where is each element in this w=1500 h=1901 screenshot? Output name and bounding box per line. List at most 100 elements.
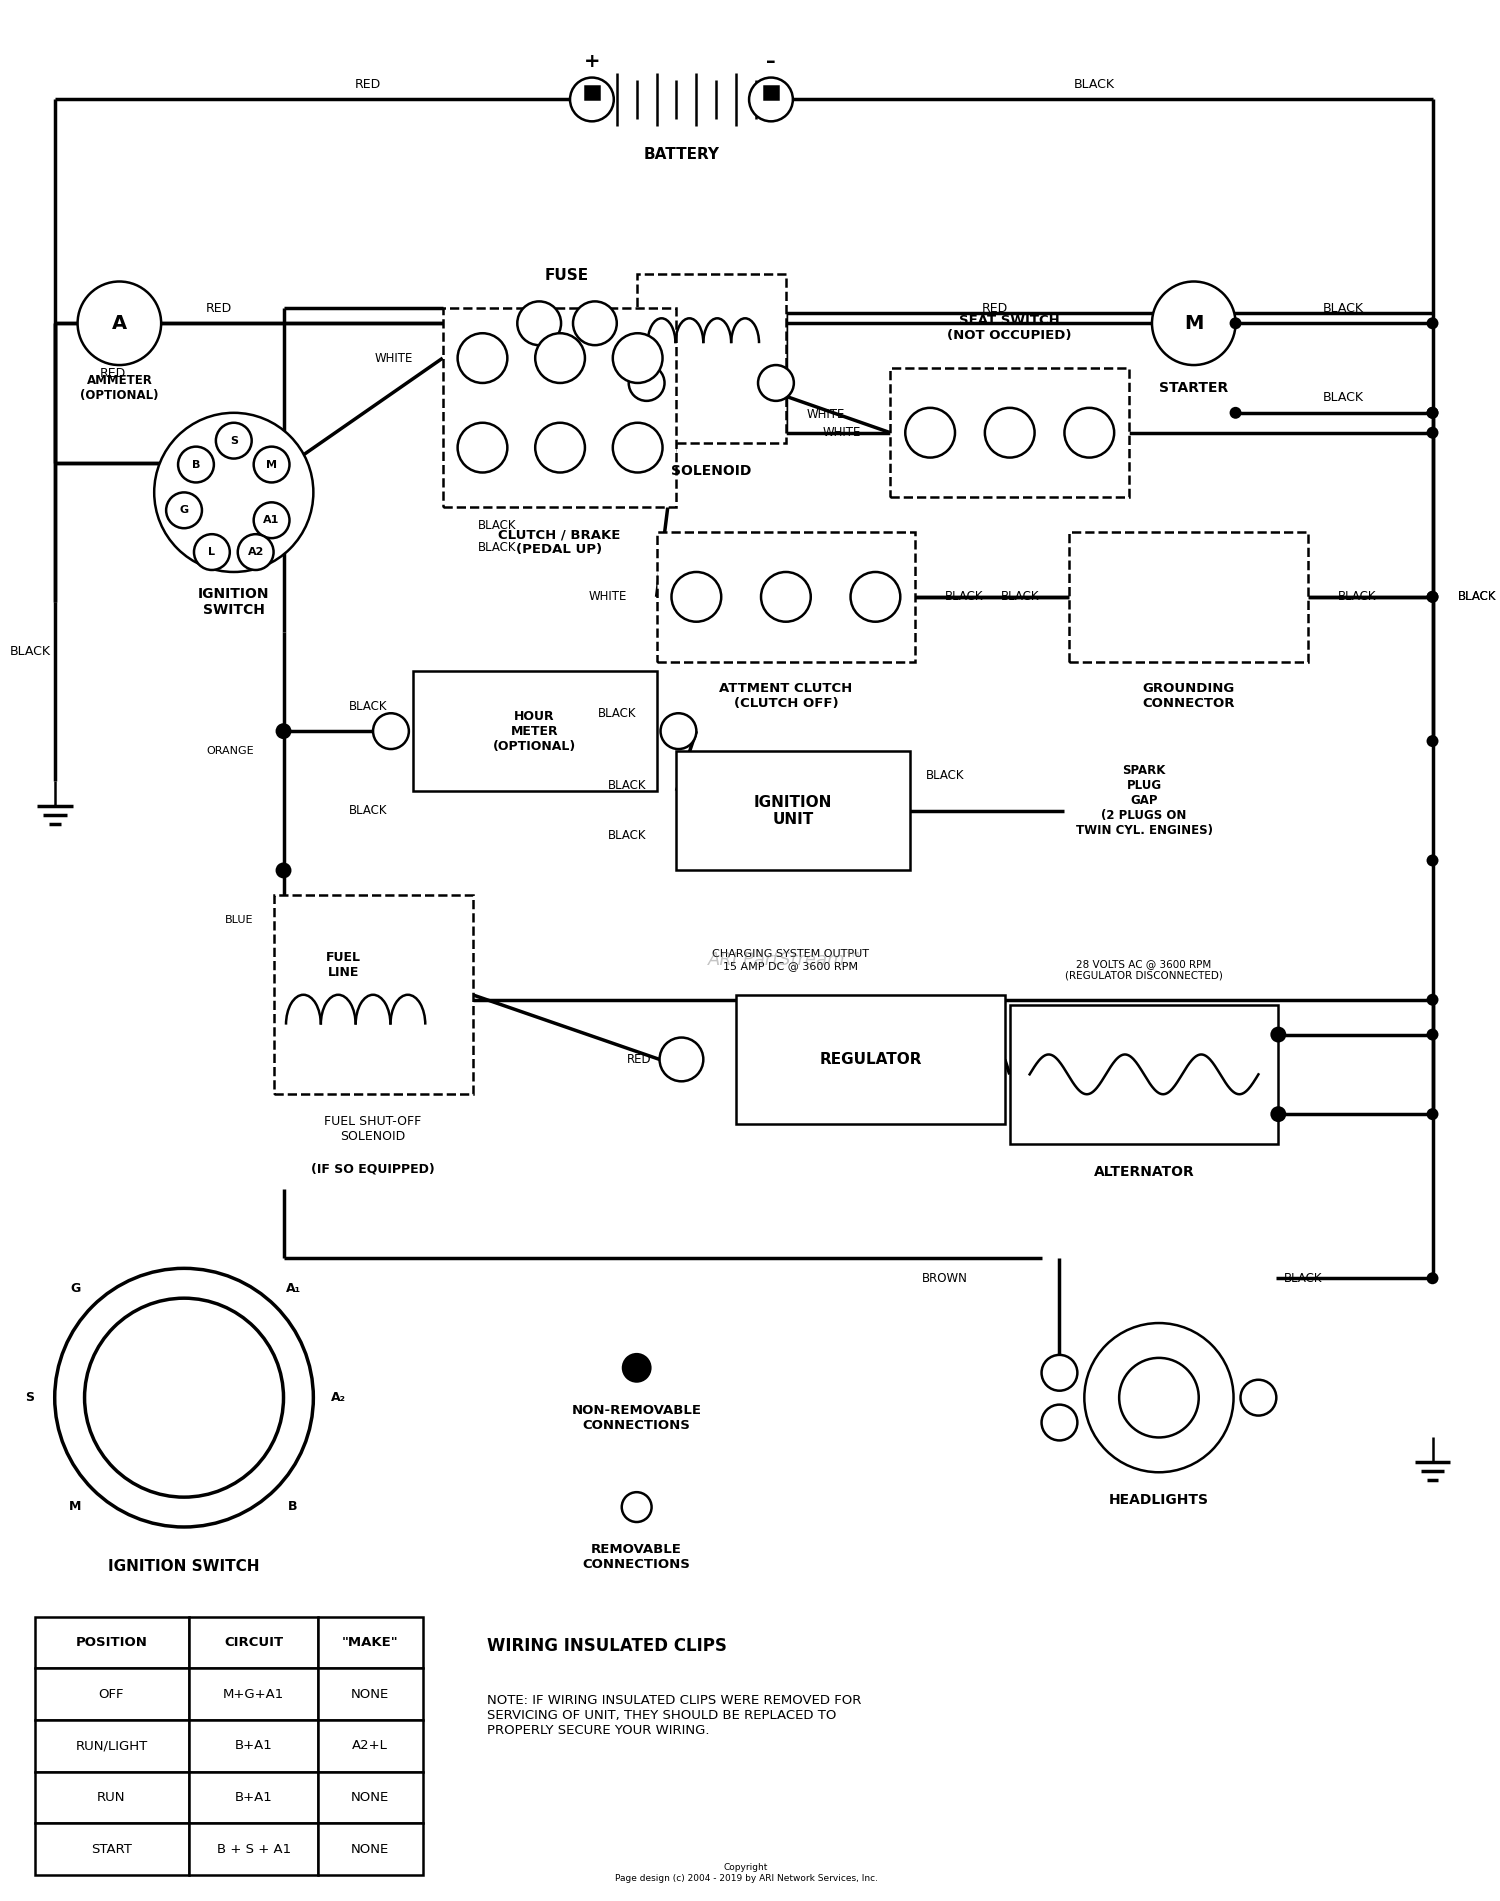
Text: WHITE: WHITE (588, 591, 627, 603)
Text: +: + (584, 51, 600, 70)
Circle shape (216, 422, 252, 458)
Text: HEADLIGHTS: HEADLIGHTS (1108, 1492, 1209, 1507)
Text: S: S (26, 1392, 34, 1405)
Text: BLACK: BLACK (926, 770, 964, 783)
Circle shape (570, 78, 614, 122)
Bar (34, 1669, 189, 1720)
Text: IGNITION
SWITCH: IGNITION SWITCH (198, 587, 270, 618)
Text: NONE: NONE (351, 1688, 388, 1701)
Text: B: B (288, 1500, 298, 1513)
Text: BLACK: BLACK (1458, 591, 1496, 603)
Text: WHITE: WHITE (375, 352, 413, 365)
Bar (34, 1616, 189, 1669)
Text: BLACK: BLACK (478, 519, 516, 532)
Text: ARI PartStream™: ARI PartStream™ (708, 950, 864, 970)
Text: RUN/LIGHT: RUN/LIGHT (75, 1739, 147, 1753)
Circle shape (1270, 1027, 1287, 1042)
Text: Copyright
Page design (c) 2004 - 2019 by ARI Network Services, Inc.: Copyright Page design (c) 2004 - 2019 by… (615, 1863, 878, 1882)
Text: NONE: NONE (351, 1842, 388, 1855)
Circle shape (458, 333, 507, 382)
Circle shape (1230, 407, 1242, 418)
Circle shape (1270, 1106, 1287, 1122)
Circle shape (1065, 409, 1114, 458)
Bar (189, 1616, 318, 1669)
Text: A2: A2 (248, 547, 264, 557)
Text: BLACK: BLACK (608, 779, 646, 793)
Bar (189, 1669, 318, 1720)
Text: REGULATOR: REGULATOR (819, 1051, 921, 1066)
Circle shape (1084, 1323, 1233, 1471)
Text: RED: RED (99, 367, 126, 380)
Bar (891, 369, 1130, 498)
Text: "MAKE": "MAKE" (342, 1637, 399, 1648)
Text: BLACK: BLACK (1458, 591, 1496, 603)
Bar (636, 274, 786, 443)
Circle shape (614, 422, 663, 473)
Text: A: A (112, 314, 128, 333)
Text: (IF SO EQUIPPED): (IF SO EQUIPPED) (310, 1162, 435, 1175)
Circle shape (276, 863, 291, 878)
Circle shape (1426, 1108, 1438, 1120)
Text: REMOVABLE
CONNECTIONS: REMOVABLE CONNECTIONS (582, 1544, 690, 1570)
Circle shape (1426, 855, 1438, 867)
Text: A₁: A₁ (285, 1281, 300, 1295)
Text: BLACK: BLACK (1000, 591, 1039, 603)
Text: A1: A1 (264, 515, 280, 525)
Text: NOTE: IF WIRING INSULATED CLIPS WERE REMOVED FOR
SERVICING OF UNIT, THEY SHOULD : NOTE: IF WIRING INSULATED CLIPS WERE REM… (488, 1694, 862, 1738)
Text: OFF: OFF (99, 1688, 124, 1701)
Bar (34, 1720, 189, 1772)
Text: RUN: RUN (98, 1791, 126, 1804)
Text: BLACK: BLACK (478, 540, 516, 553)
Circle shape (254, 447, 290, 483)
Text: RED: RED (981, 302, 1008, 316)
Bar (318, 1772, 423, 1823)
Text: ATTMENT CLUTCH
(CLUTCH OFF): ATTMENT CLUTCH (CLUTCH OFF) (720, 682, 852, 711)
Text: BLACK: BLACK (350, 804, 387, 817)
Circle shape (906, 409, 956, 458)
Text: B + S + A1: B + S + A1 (216, 1842, 291, 1855)
Text: SEAT SWITCH
(NOT OCCUPIED): SEAT SWITCH (NOT OCCUPIED) (948, 314, 1072, 342)
Bar (189, 1823, 318, 1874)
Circle shape (374, 713, 410, 749)
Circle shape (1041, 1355, 1077, 1392)
Circle shape (238, 534, 273, 570)
Circle shape (166, 492, 202, 528)
Bar (1070, 532, 1308, 662)
Text: RED: RED (356, 78, 381, 91)
Bar (148, 1378, 219, 1462)
Text: WIRING INSULATED CLIPS: WIRING INSULATED CLIPS (488, 1637, 728, 1656)
Circle shape (628, 365, 664, 401)
Circle shape (660, 1038, 704, 1082)
Circle shape (518, 302, 561, 346)
Bar (318, 1669, 423, 1720)
Text: BLACK: BLACK (1323, 392, 1364, 405)
Circle shape (276, 722, 291, 739)
Bar (676, 751, 910, 871)
Circle shape (1426, 407, 1438, 418)
Circle shape (1426, 994, 1438, 1006)
Circle shape (1426, 591, 1438, 603)
Text: FUEL
LINE: FUEL LINE (326, 950, 360, 979)
Text: SOLENOID: SOLENOID (670, 464, 752, 477)
Text: BLUE: BLUE (225, 914, 254, 926)
Circle shape (254, 502, 290, 538)
Circle shape (536, 422, 585, 473)
Circle shape (154, 413, 314, 572)
Text: WHITE: WHITE (822, 426, 861, 439)
Text: –: – (766, 51, 776, 70)
Text: POSITION: POSITION (75, 1637, 147, 1648)
Text: G: G (180, 506, 189, 515)
Bar (657, 532, 915, 662)
Text: CLUTCH / BRAKE
(PEDAL UP): CLUTCH / BRAKE (PEDAL UP) (498, 528, 621, 557)
Circle shape (178, 447, 214, 483)
Text: BLACK: BLACK (350, 700, 387, 713)
Circle shape (748, 78, 794, 122)
Circle shape (1426, 407, 1438, 418)
Circle shape (1152, 281, 1236, 365)
Text: CIRCUIT: CIRCUIT (224, 1637, 284, 1648)
Bar (189, 1772, 318, 1823)
Text: FUEL SHUT-OFF
SOLENOID: FUEL SHUT-OFF SOLENOID (324, 1116, 422, 1143)
Text: B+A1: B+A1 (236, 1739, 273, 1753)
Circle shape (614, 333, 663, 382)
Circle shape (1426, 317, 1438, 329)
